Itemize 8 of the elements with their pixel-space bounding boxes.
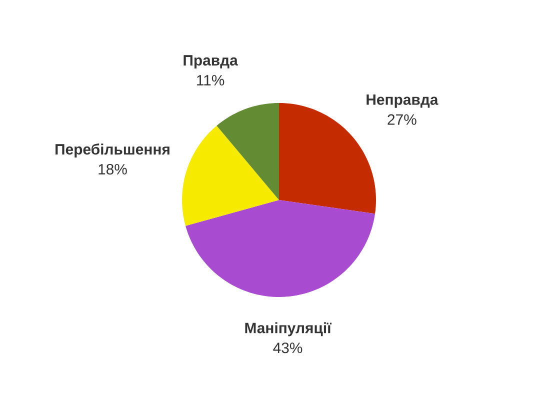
data-label: 11% (197, 75, 224, 86)
slice-label: Перебільшення (56, 144, 170, 158)
data-label: 43% (273, 342, 302, 354)
slice-label: Правда (184, 55, 238, 69)
slice-label: Неправда (366, 94, 438, 108)
data-label: 18% (98, 164, 127, 175)
slice-label: Маніпуляції (245, 322, 332, 336)
data-label: 27% (388, 114, 416, 125)
